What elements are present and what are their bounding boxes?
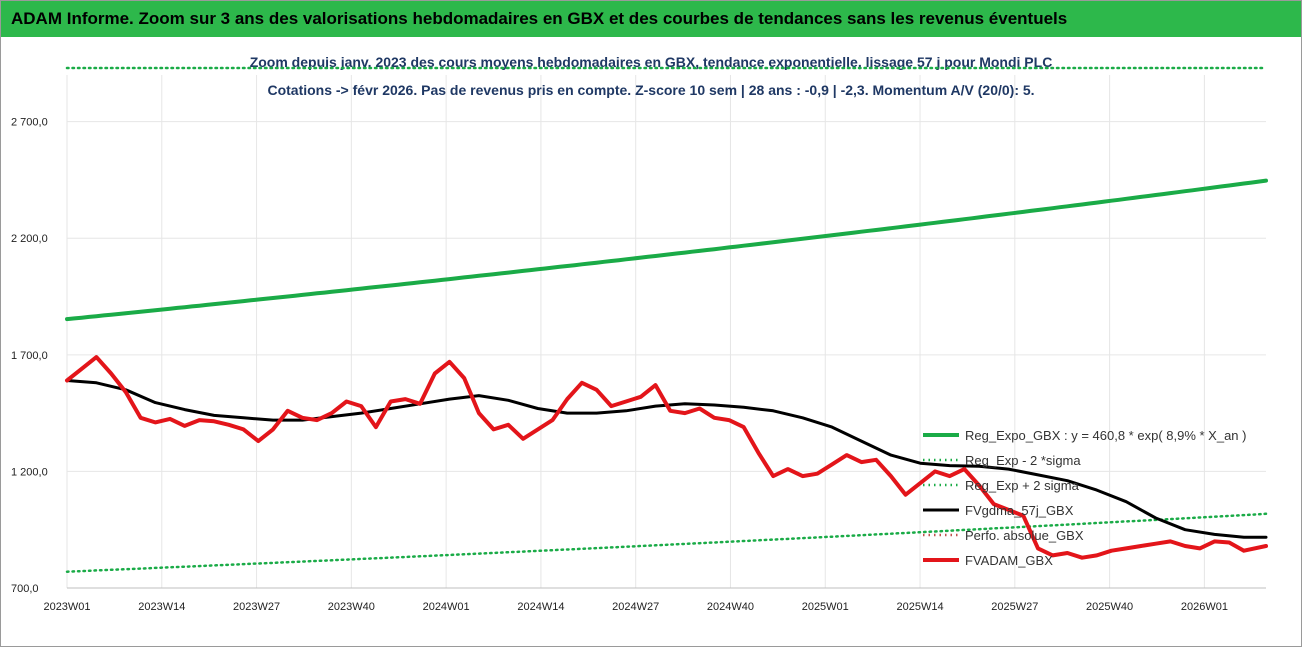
x-tick-label: 2025W27 xyxy=(991,601,1038,613)
x-tick-label: 2026W01 xyxy=(1181,601,1228,613)
legend-label-2: Reg_Exp + 2 sigma xyxy=(965,478,1080,493)
grid xyxy=(66,75,1266,589)
x-tick-label: 2025W40 xyxy=(1086,601,1133,613)
chart-title-line-2: Cotations -> févr 2026. Pas de revenus p… xyxy=(267,82,1034,98)
x-tick-label: 2023W14 xyxy=(138,601,185,613)
y-tick-label: 1 200,0 xyxy=(11,466,48,478)
series-line-0 xyxy=(65,178,1268,322)
x-tick-label: 2024W01 xyxy=(423,601,470,613)
x-axis-ticks: 2023W01 2023W14 2023W27 2023W40 2024W01 2024W… xyxy=(43,601,1227,613)
series-line-5 xyxy=(65,355,1268,560)
series-line-1 xyxy=(65,512,1268,573)
legend-label-3: FVgdma_57j_GBX xyxy=(965,503,1074,518)
legend-label-4: Perfo. absolue_GBX xyxy=(965,528,1084,543)
chart-title-line-1: Zoom depuis janv. 2023 des cours moyens … xyxy=(250,54,1053,70)
x-tick-label: 2023W40 xyxy=(328,601,375,613)
y-tick-label: 2 700,0 xyxy=(11,117,48,129)
y-tick-label: 700,0 xyxy=(11,583,39,595)
y-tick-label: 2 200,0 xyxy=(11,233,48,245)
x-tick-label: 2023W01 xyxy=(43,601,90,613)
legend-label-1: Reg_Exp - 2 *sigma xyxy=(965,453,1081,468)
y-tick-label: 1 700,0 xyxy=(11,350,48,362)
legend-label-5: FVADAM_GBX xyxy=(965,553,1053,568)
y-axis-ticks: 700,0 1 200,0 1 700,0 2 200,0 2 700,0 xyxy=(11,117,48,595)
series-line-3 xyxy=(65,379,1268,539)
chart: Zoom depuis janv. 2023 des cours moyens … xyxy=(11,54,1268,613)
x-tick-label: 2024W14 xyxy=(517,601,564,613)
series-lines xyxy=(65,66,1268,573)
x-tick-label: 2024W40 xyxy=(707,601,754,613)
x-tick-label: 2023W27 xyxy=(233,601,280,613)
x-tick-label: 2024W27 xyxy=(612,601,659,613)
page-banner: ADAM Informe. Zoom sur 3 ans des valoris… xyxy=(1,1,1301,37)
x-tick-label: 2025W01 xyxy=(802,601,849,613)
legend-label-0: Reg_Expo_GBX : y = 460,8 * exp( 8,9% * X… xyxy=(965,428,1246,443)
legend: Reg_Expo_GBX : y = 460,8 * exp( 8,9% * X… xyxy=(923,428,1246,568)
x-tick-label: 2025W14 xyxy=(896,601,943,613)
